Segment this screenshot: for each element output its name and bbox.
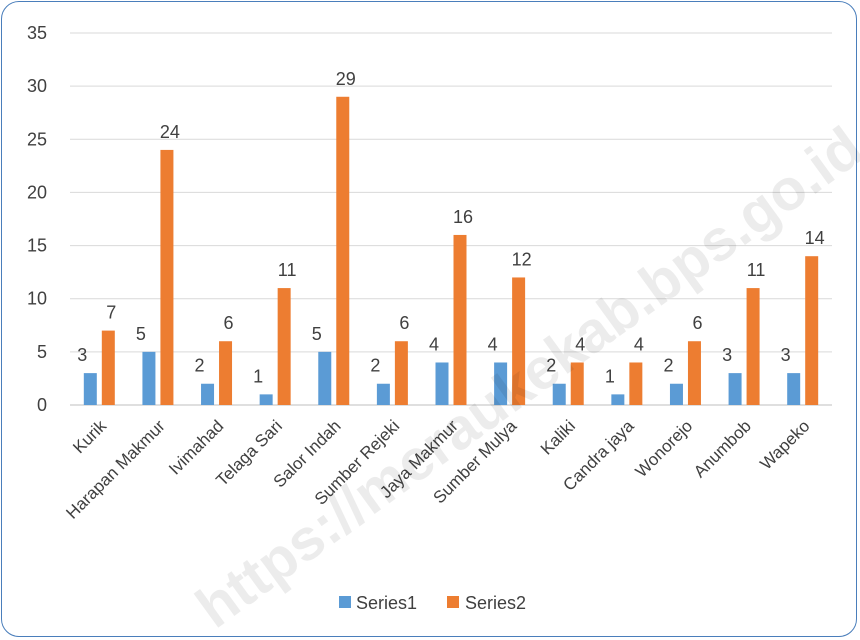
bar-series1-7 bbox=[494, 362, 508, 405]
bar-series2-7 bbox=[512, 277, 526, 405]
bar-series2-9 bbox=[629, 362, 643, 405]
data-label: 6 bbox=[399, 313, 409, 333]
bar-series2-10 bbox=[687, 341, 701, 405]
data-label: 2 bbox=[370, 356, 380, 376]
bar-series1-5 bbox=[376, 383, 390, 405]
category-label: Kurik bbox=[69, 416, 110, 457]
y-tick-label: 15 bbox=[27, 236, 47, 256]
data-label: 12 bbox=[512, 249, 532, 269]
category-label: Harapan Makmur bbox=[62, 416, 169, 523]
data-label: 2 bbox=[195, 356, 205, 376]
category-label: Kaliki bbox=[537, 416, 579, 458]
data-label: 4 bbox=[575, 334, 585, 354]
data-label: 29 bbox=[336, 69, 356, 89]
legend-swatch-series2 bbox=[447, 596, 459, 608]
data-label: 6 bbox=[224, 313, 234, 333]
data-label: 11 bbox=[278, 260, 297, 280]
legend-swatch-series1 bbox=[339, 596, 351, 608]
bar-series2-3 bbox=[277, 288, 291, 405]
gridlines bbox=[70, 32, 832, 406]
bar-series1-2 bbox=[201, 383, 215, 405]
y-tick-label: 5 bbox=[37, 342, 47, 362]
bar-series1-3 bbox=[259, 394, 273, 405]
bar-series1-9 bbox=[611, 394, 625, 405]
bar-series2-11 bbox=[746, 288, 760, 405]
bar-series2-4 bbox=[336, 96, 350, 406]
y-tick-label: 0 bbox=[37, 395, 47, 415]
bar-series2-8 bbox=[570, 362, 584, 405]
data-label: 3 bbox=[77, 345, 87, 365]
data-label: 14 bbox=[805, 228, 825, 248]
data-label: 5 bbox=[312, 324, 322, 344]
data-label: 4 bbox=[488, 334, 498, 354]
category-label: Wapeko bbox=[756, 416, 813, 473]
y-tick-label: 30 bbox=[27, 76, 47, 96]
bar-series2-5 bbox=[394, 341, 408, 405]
bar-series1-0 bbox=[83, 373, 97, 405]
data-label: 11 bbox=[747, 260, 766, 280]
legend-label-series2: Series2 bbox=[465, 593, 526, 613]
bar-series1-8 bbox=[552, 383, 566, 405]
bar-series2-1 bbox=[160, 149, 174, 405]
data-label: 2 bbox=[663, 356, 673, 376]
category-label: Ivimahad bbox=[165, 416, 227, 478]
data-label: 3 bbox=[781, 345, 791, 365]
y-tick-label: 25 bbox=[27, 129, 47, 149]
y-tick-label: 10 bbox=[27, 289, 47, 309]
legend: Series1 Series2 bbox=[339, 593, 526, 613]
category-label: Anumbob bbox=[690, 416, 755, 481]
bar-series2-6 bbox=[453, 234, 467, 405]
legend-label-series1: Series1 bbox=[356, 593, 417, 613]
data-label: 4 bbox=[429, 334, 439, 354]
data-label: 7 bbox=[106, 303, 116, 323]
bar-series2-0 bbox=[101, 330, 115, 405]
data-label: 2 bbox=[546, 356, 556, 376]
data-label: 1 bbox=[253, 366, 263, 386]
bar-series1-10 bbox=[669, 383, 683, 405]
data-label: 5 bbox=[136, 324, 146, 344]
data-label: 3 bbox=[722, 345, 732, 365]
data-label: 1 bbox=[605, 366, 615, 386]
category-label: Wonorejo bbox=[632, 416, 697, 481]
bar-series1-4 bbox=[318, 351, 332, 405]
y-tick-label: 35 bbox=[27, 23, 47, 43]
bar-series1-11 bbox=[728, 373, 742, 405]
data-label: 16 bbox=[453, 207, 473, 227]
data-label: 4 bbox=[634, 334, 644, 354]
y-axis-ticks: 0 5 10 15 20 25 30 35 bbox=[27, 23, 47, 415]
bar-series1-12 bbox=[787, 373, 801, 405]
bar-series2-2 bbox=[219, 341, 233, 405]
bar-series1-1 bbox=[142, 351, 156, 405]
data-label: 6 bbox=[692, 313, 702, 333]
bar-series2-12 bbox=[805, 256, 819, 405]
bar-series1-6 bbox=[435, 362, 449, 405]
bars bbox=[83, 96, 819, 406]
y-tick-label: 20 bbox=[27, 182, 47, 202]
data-label: 24 bbox=[160, 122, 180, 142]
